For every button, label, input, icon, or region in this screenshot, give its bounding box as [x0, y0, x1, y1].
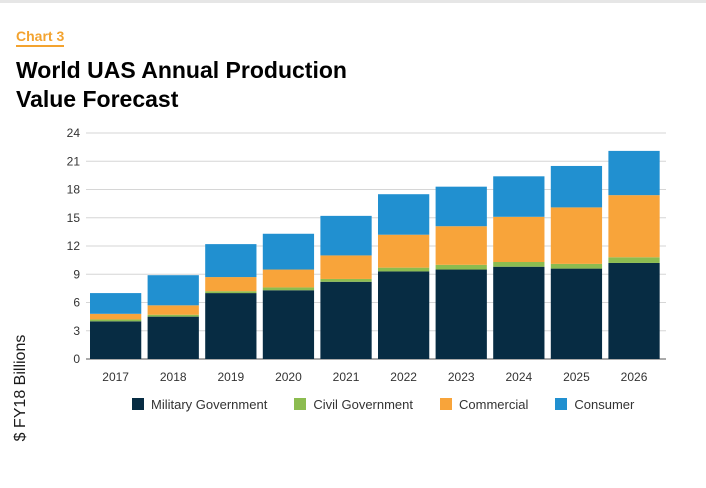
legend-swatch	[294, 398, 307, 410]
bar-segment-military-government	[550, 268, 603, 359]
bar-segment-commercial	[262, 269, 315, 288]
bar-segment-consumer	[493, 176, 545, 217]
bar-segment-civil-government	[262, 287, 315, 291]
bar-segment-military-government	[608, 262, 660, 359]
x-tick-label: 2019	[217, 370, 244, 384]
bar-segment-military-government	[205, 293, 257, 359]
bar-segment-commercial	[147, 305, 199, 315]
bar-segment-consumer	[147, 275, 199, 306]
y-tick-label: 21	[67, 154, 81, 168]
bar-segment-civil-government	[378, 267, 430, 272]
bar-segment-civil-government	[205, 291, 257, 294]
bar-segment-commercial	[205, 277, 257, 292]
bar-segment-military-government	[147, 316, 199, 359]
bar-segment-civil-government	[320, 278, 372, 282]
chart-title: World UAS Annual Production Value Foreca…	[16, 56, 416, 114]
bar-segment-commercial	[90, 313, 142, 320]
x-tick-label: 2023	[448, 370, 475, 384]
legend-item: Military Government	[132, 397, 267, 412]
legend-swatch	[440, 398, 453, 410]
legend-swatch	[555, 398, 568, 410]
bar-segment-consumer	[320, 215, 372, 256]
legend-label: Military Government	[151, 396, 268, 412]
x-tick-label: 2025	[563, 370, 590, 384]
y-tick-label: 15	[67, 211, 81, 225]
bar-segment-military-government	[378, 271, 430, 359]
y-tick-label: 9	[73, 267, 80, 281]
legend-item: Consumer	[555, 397, 634, 412]
bar-segment-commercial	[378, 234, 430, 268]
bar-segment-commercial	[608, 195, 660, 258]
legend-label: Civil Government	[313, 396, 414, 412]
y-tick-label: 18	[67, 183, 81, 197]
chart-title-line-1: World UAS Annual Production	[16, 57, 347, 83]
bar-segment-military-government	[262, 290, 315, 359]
x-tick-label: 2017	[102, 370, 129, 384]
chart-number-label: Chart 3	[16, 29, 65, 47]
bar-segment-civil-government	[493, 262, 545, 267]
bars	[90, 150, 660, 359]
x-tick-label: 2020	[275, 370, 302, 384]
chart-title-line-2: Value Forecast	[16, 86, 179, 112]
x-tick-labels: 2017 2018 2019 2020 2021 2022 2023 2024 2025 2026	[102, 370, 647, 384]
top-divider	[0, 0, 706, 3]
bar-segment-civil-government	[550, 263, 603, 269]
bar-segment-civil-government	[608, 257, 660, 263]
bar-segment-consumer	[205, 244, 257, 278]
legend-item: Civil Government	[294, 397, 413, 412]
y-tick-label: 6	[73, 296, 80, 310]
x-tick-label: 2018	[160, 370, 187, 384]
legend-label: Commercial	[459, 396, 529, 412]
bar-segment-civil-government	[147, 314, 199, 317]
bar-segment-commercial	[550, 207, 603, 264]
x-tick-label: 2022	[390, 370, 417, 384]
x-tick-label: 2021	[333, 370, 360, 384]
bar-segment-civil-government	[90, 319, 142, 322]
legend-swatch	[132, 398, 144, 410]
bar-segment-consumer	[378, 194, 430, 235]
bar-segment-consumer	[262, 233, 315, 270]
bar-segment-civil-government	[435, 264, 487, 270]
bar-segment-consumer	[550, 165, 603, 208]
legend-label: Consumer	[574, 396, 635, 412]
bar-segment-commercial	[435, 226, 487, 265]
legend: Military Government Civil Government Comme…	[132, 395, 661, 413]
bar-segment-consumer	[608, 150, 660, 196]
bar-segment-military-government	[493, 266, 545, 359]
bar-segment-military-government	[435, 269, 487, 359]
bar-segment-commercial	[493, 216, 545, 263]
bar-segment-commercial	[320, 255, 372, 279]
y-tick-label: 0	[73, 352, 80, 366]
bar-segment-consumer	[90, 293, 142, 314]
y-tick-labels: 0 3 6 9 12 15 18 21 24	[67, 126, 81, 366]
y-tick-label: 12	[67, 239, 81, 253]
bar-segment-military-government	[320, 281, 372, 359]
x-tick-label: 2026	[621, 370, 648, 384]
y-tick-label: 3	[73, 324, 80, 338]
legend-item: Commercial	[440, 397, 528, 412]
bar-segment-consumer	[435, 186, 487, 227]
bar-segment-military-government	[90, 321, 142, 359]
y-tick-label: 24	[67, 126, 81, 140]
x-tick-label: 2024	[505, 370, 532, 384]
